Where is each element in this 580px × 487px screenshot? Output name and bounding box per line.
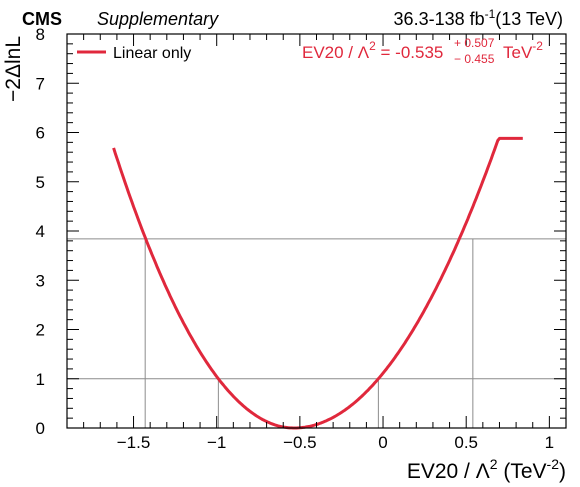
x-axis-title-exponent: 2	[490, 456, 498, 472]
x-axis-title: EV20 / Λ2 (TeV-2)	[407, 456, 566, 483]
y-tick-label: 4	[36, 222, 45, 241]
legend-entry-label: Linear only	[113, 45, 191, 62]
x-tick-label: 0.5	[454, 433, 478, 452]
fit-result-uncertainty-down: − 0.455	[454, 52, 495, 66]
legend: Linear only	[77, 45, 191, 62]
x-axis-title-units: (TeV	[498, 460, 547, 483]
experiment-label: CMS	[22, 9, 62, 29]
y-tick-label: 6	[36, 124, 45, 143]
status-label: Supplementary	[97, 9, 219, 29]
luminosity-value: 36.3-138 fb	[394, 9, 485, 29]
y-tick-label: 8	[36, 25, 45, 44]
fit-result-unit: TeV-2	[503, 39, 543, 62]
x-tick-label: −1.5	[117, 433, 151, 452]
x-tick-label: 1	[545, 433, 554, 452]
fit-result-prefix: EV20 / Λ	[302, 43, 370, 62]
y-tick-label: 2	[36, 321, 45, 340]
fit-result-prefix-exponent: 2	[369, 39, 376, 53]
plot-area: −1.5 −1 −0.5 0 0.5 1 0 1 2 3 4 5 6 7 8	[36, 25, 567, 452]
x-axis-title-main: EV20 / Λ	[407, 460, 490, 483]
y-tick-label: 7	[36, 74, 45, 93]
x-tick-label: 0	[378, 433, 387, 452]
x-axis-title-units-exponent: -2	[547, 456, 560, 472]
fit-result-unit-text: TeV	[503, 43, 533, 62]
energy-value: (13 TeV)	[495, 9, 563, 29]
fit-result-central: = -0.535	[376, 43, 444, 62]
luminosity-exponent: -1	[485, 7, 496, 21]
fit-result-uncertainty-up: + 0.507	[454, 36, 495, 50]
x-tick-label: −0.5	[283, 433, 317, 452]
fit-result-label: EV20 / Λ2 = -0.535	[302, 39, 443, 62]
series-linear-only-line	[112, 136, 523, 430]
y-axis-title: −2ΔlnL	[2, 36, 25, 102]
y-tick-label: 3	[36, 271, 45, 290]
luminosity-label: 36.3-138 fb-1(13 TeV)	[394, 7, 563, 29]
y-tick-label: 0	[36, 419, 45, 438]
y-tick-label: 1	[36, 370, 45, 389]
y-tick-label: 5	[36, 173, 45, 192]
x-tick-label: −1	[207, 433, 226, 452]
fit-result-unit-exponent: -2	[532, 39, 543, 53]
x-axis-title-close: )	[559, 460, 566, 483]
